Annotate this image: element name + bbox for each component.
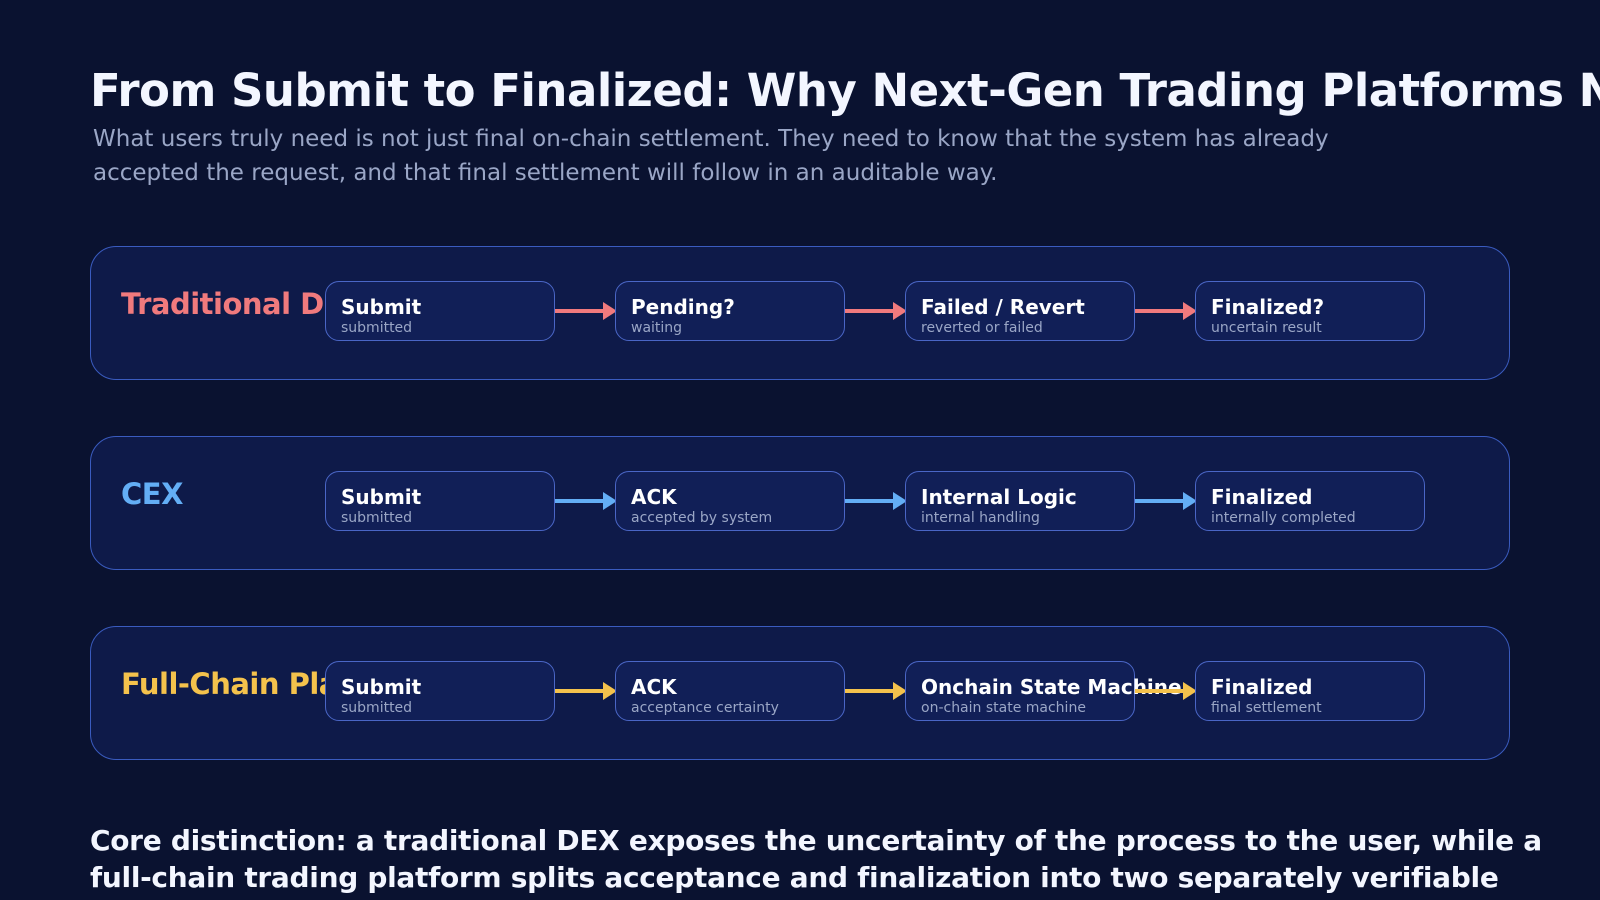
step-box: Finalized final settlement [1195, 661, 1425, 721]
step-box: Finalized internally completed [1195, 471, 1425, 531]
step-box: Failed / Revert reverted or failed [905, 281, 1135, 341]
step-subtitle: reverted or failed [921, 320, 1043, 336]
step-subtitle: accepted by system [631, 510, 773, 526]
flow-arrow [1135, 682, 1197, 700]
lane-label: Traditional DEX [121, 287, 331, 321]
flow-arrow [1135, 492, 1197, 510]
step-title: ACK [631, 675, 677, 699]
page-subtitle: What users truly need is not just final … [93, 126, 1329, 186]
step-title: Submit [341, 485, 422, 509]
step-box: Submit submitted [325, 471, 555, 531]
step-subtitle: internal handling [921, 510, 1040, 526]
step-subtitle: internally completed [1211, 510, 1356, 526]
step-title: Pending? [631, 295, 735, 319]
lane-label: CEX [121, 477, 183, 511]
flow-arrow [555, 492, 617, 510]
step-title: Onchain State Machine [921, 675, 1182, 699]
step-box: Finalized? uncertain result [1195, 281, 1425, 341]
step-subtitle: submitted [341, 510, 413, 526]
flow-arrow [845, 302, 907, 320]
lane-label: Full-Chain Platform [121, 667, 331, 701]
lane-traditional-dex: Traditional DEX Submit submitted Pending… [90, 246, 1510, 380]
step-title: Internal Logic [921, 485, 1077, 509]
step-title: Submit [341, 295, 422, 319]
lane-cex: CEX Submit submitted ACK accepted by sys… [90, 436, 1510, 570]
step-box: ACK acceptance certainty [615, 661, 845, 721]
step-title: Submit [341, 675, 422, 699]
step-title: Finalized? [1211, 295, 1325, 319]
lane-full-chain-platform: Full-Chain Platform Submit submitted ACK… [90, 626, 1510, 760]
step-subtitle: final settlement [1211, 700, 1322, 716]
step-subtitle: submitted [341, 700, 413, 716]
flow-arrow [1135, 302, 1197, 320]
core-distinction-note: Core distinction: a traditional DEX expo… [90, 824, 1542, 900]
flow-arrow [845, 682, 907, 700]
step-subtitle: waiting [631, 320, 683, 336]
step-box: Onchain State Machine on-chain state mac… [905, 661, 1182, 721]
step-title: Finalized [1211, 485, 1313, 509]
step-title: ACK [631, 485, 677, 509]
step-title: Failed / Revert [921, 295, 1085, 319]
page-title: From Submit to Finalized: Why Next-Gen T… [90, 64, 1600, 117]
step-box: Pending? waiting [615, 281, 845, 341]
step-box: Internal Logic internal handling [905, 471, 1135, 531]
step-box: ACK accepted by system [615, 471, 845, 531]
step-subtitle: submitted [341, 320, 413, 336]
step-subtitle: uncertain result [1211, 320, 1322, 336]
flow-arrow [555, 302, 617, 320]
step-box: Submit submitted [325, 281, 555, 341]
step-title: Finalized [1211, 675, 1313, 699]
step-subtitle: acceptance certainty [631, 700, 779, 716]
flow-arrow [555, 682, 617, 700]
flow-arrow [845, 492, 907, 510]
step-subtitle: on-chain state machine [921, 700, 1086, 716]
step-box: Submit submitted [325, 661, 555, 721]
